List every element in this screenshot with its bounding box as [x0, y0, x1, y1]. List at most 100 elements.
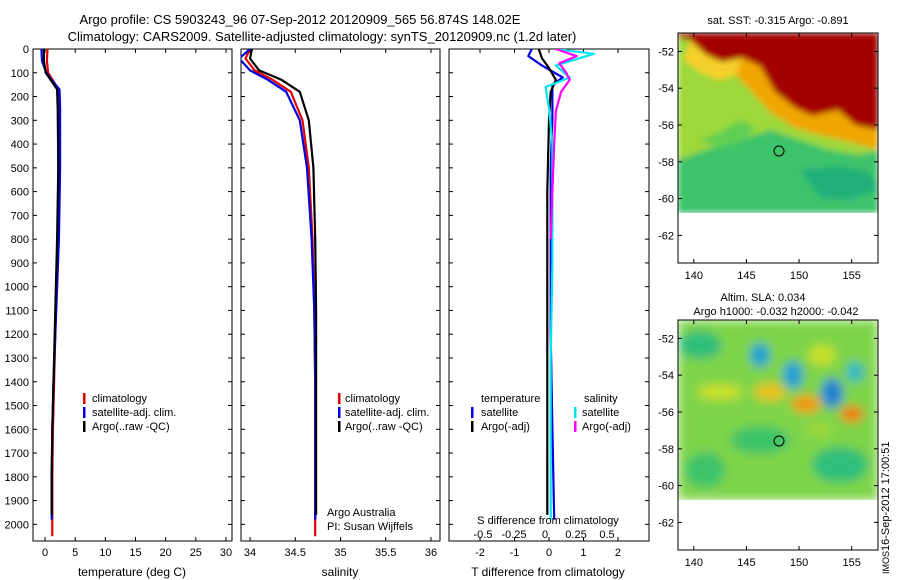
x-tick-label: 20: [160, 547, 172, 559]
argo-australia-note: Argo Australia: [327, 507, 396, 519]
salinity-legend: climatology satellite-adj. clim. Argo(..…: [338, 393, 429, 433]
x-tick-label: 0: [546, 547, 552, 559]
sla-map-axes: 140 145 150 155 -52 -54 -56 -58 -60 -62: [658, 320, 878, 569]
legend-label-climatology: climatology: [92, 393, 148, 405]
map-y-tick-label: -54: [658, 370, 674, 382]
sst-map-frame: [677, 32, 879, 264]
y-tick-label: 800: [11, 234, 29, 246]
legend-label-t-satellite: satellite: [481, 407, 518, 419]
y-tick-label: 0: [23, 44, 29, 56]
temperature-profile-lines: [40, 49, 62, 537]
y-tick-label: 200: [11, 92, 29, 104]
legend-label-climatology: climatology: [345, 393, 401, 405]
legend-swatch-argo: [338, 421, 341, 432]
y-tick-label: 300: [11, 115, 29, 127]
y-tick-label: 2000: [5, 519, 29, 531]
legend-swatch-satellite-adj: [83, 407, 86, 418]
series-line-argo-raw-qc-: [42, 49, 60, 515]
legend-swatch-climatology: [338, 393, 341, 404]
timestamp-footer: 16-Sep-2012 17:00:51: [880, 442, 892, 551]
legend-label-s-satellite: satellite: [582, 407, 619, 419]
x-tick-label: 1: [580, 547, 586, 559]
temperature-x-axis: 0 5 10 15 20 25 30: [42, 49, 232, 559]
map-y-tick-label: -52: [658, 333, 674, 345]
map-y-tick-label: -62: [658, 517, 674, 529]
map-y-tick-label: -60: [658, 194, 674, 206]
imos-logo-text: IMOS: [881, 551, 891, 574]
map-y-tick-label: -60: [658, 481, 674, 493]
x-tick-label: 15: [129, 547, 141, 559]
y-tick-label: 500: [11, 163, 29, 175]
sst-argo-position-marker: [773, 145, 785, 157]
sla-map-frame: [677, 319, 879, 551]
y-tick-label: 1400: [5, 377, 29, 389]
map-y-tick-label: -56: [658, 120, 674, 132]
x-tick-label: 2: [615, 547, 621, 559]
y-tick-label: 1600: [5, 424, 29, 436]
x-tick-label: -2: [475, 547, 485, 559]
map-x-tick-label: 155: [843, 557, 861, 569]
legend-swatch-s-argo: [574, 421, 577, 432]
difference-top-xlabel: S difference from climatology: [477, 515, 619, 527]
map-y-tick-label: -54: [658, 83, 674, 95]
map-x-tick-label: 155: [843, 270, 861, 282]
figure-title-line1: Argo profile: CS 5903243_96 07-Sep-2012 …: [80, 12, 521, 27]
legend-swatch-satellite-adj: [338, 407, 341, 418]
salinity-difference-tick-label: -0.5: [474, 529, 493, 541]
salinity-plot-frame: [240, 48, 441, 542]
x-tick-label: 25: [190, 547, 202, 559]
legend-swatch-climatology: [83, 393, 86, 404]
sla-argo-position-marker: [773, 435, 785, 447]
series-line-argo-raw-qc-: [248, 49, 318, 515]
y-tick-label: 1300: [5, 353, 29, 365]
map-x-tick-label: 140: [685, 270, 703, 282]
legend-swatch-s-satellite: [574, 407, 577, 418]
map-y-tick-label: -52: [658, 46, 674, 58]
y-tick-label: 700: [11, 210, 29, 222]
y-tick-label: 1500: [5, 401, 29, 413]
legend-label-satellite-adj: satellite-adj. clim.: [92, 407, 176, 419]
map-y-tick-label: -62: [658, 230, 674, 242]
series-line-s-satellite: [544, 49, 595, 520]
difference-legend: temperature satellite Argo(-adj) salinit…: [471, 393, 631, 433]
y-tick-label: 1200: [5, 329, 29, 341]
legend-label-t-argo: Argo(-adj): [481, 421, 530, 433]
difference-y-ticks: [449, 48, 649, 525]
temperature-legend: climatology satellite-adj. clim. Argo(..…: [83, 393, 176, 433]
y-tick-label: 1900: [5, 496, 29, 508]
salinity-profile-lines: [241, 49, 318, 537]
sst-field: [678, 33, 878, 213]
legend-label-argo: Argo(..raw -QC): [92, 421, 170, 433]
legend-swatch-t-satellite: [471, 407, 474, 418]
x-tick-label: 10: [99, 547, 111, 559]
salinity-difference-tick-label: -0.25: [501, 529, 526, 541]
difference-profile-lines: [527, 49, 595, 520]
temperature-plot-frame: [32, 48, 233, 542]
legend-swatch-t-argo: [471, 421, 474, 432]
difference-panel: -2 -1 0 1 2 S difference from climatology -0…: [448, 48, 650, 579]
salinity-difference-tick-label: 0.5: [599, 529, 614, 541]
salinity-panel: 34 34.5 35 35.5 36 salinity climatology sate…: [240, 48, 441, 579]
temperature-panel: 0100200300400500600700800900100011001200…: [5, 44, 233, 579]
sst-map-axes: 140 145 150 155 -52 -54 -56 -58 -60 -62: [658, 33, 878, 282]
salinity-xlabel: salinity: [322, 565, 359, 579]
legend-label-argo: Argo(..raw -QC): [345, 421, 423, 433]
series-line-t-argo-adj-: [537, 49, 558, 515]
y-tick-label: 1000: [5, 282, 29, 294]
x-tick-label: 30: [220, 547, 232, 559]
map-x-tick-label: 140: [685, 557, 703, 569]
y-tick-label: 400: [11, 139, 29, 151]
salinity-difference-tick-labels: -0.5 -0.25 0 0.25 0.5: [474, 529, 615, 541]
map-x-tick-label: 145: [737, 270, 755, 282]
x-tick-label: 34: [244, 547, 256, 559]
x-tick-label: 35.5: [375, 547, 396, 559]
salinity-y-ticks: [241, 48, 440, 525]
legend-title-salinity: salinity: [584, 393, 618, 405]
y-tick-label: 1700: [5, 448, 29, 460]
x-tick-label: 5: [72, 547, 78, 559]
temperature-xlabel: temperature (deg C): [78, 565, 186, 579]
map-x-tick-label: 150: [790, 270, 808, 282]
x-tick-label: 36: [425, 547, 437, 559]
legend-swatch-argo: [83, 421, 86, 432]
